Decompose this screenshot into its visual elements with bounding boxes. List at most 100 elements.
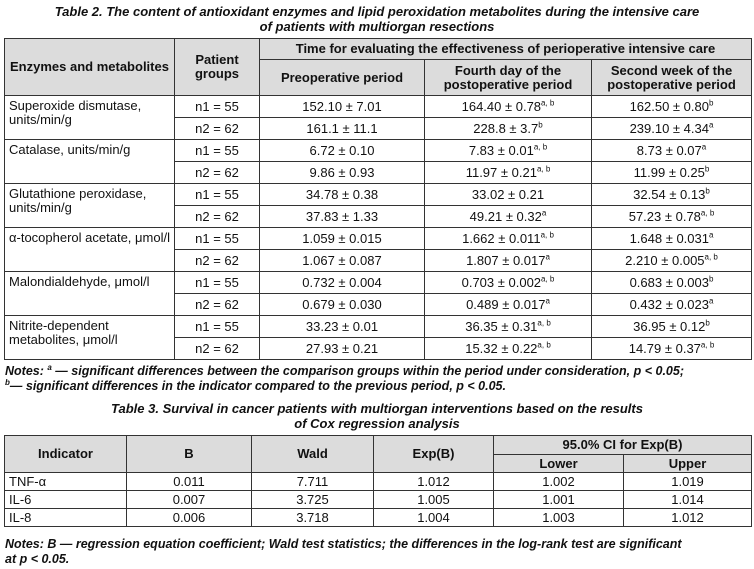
table-row: Superoxide dismutase, units/min/g n1 = 55… — [4, 95, 752, 140]
metabolite-name: α-tocopherol acetate, μmol/l — [4, 227, 175, 272]
wald-value: 3.725 — [251, 490, 374, 509]
preoperative-value: 9.86 ± 0.93 — [259, 161, 425, 184]
patient-group: n2 = 62 — [174, 337, 260, 360]
fourth-day-cell: 15.32 ± 0.22a, b — [424, 337, 592, 360]
preoperative-value: 0.732 ± 0.004 — [259, 271, 425, 294]
second-week-cell: 0.432 ± 0.023a — [591, 293, 752, 316]
note-text-a: — significant differences between the co… — [51, 364, 684, 378]
metabolite-name: Glutathione peroxidase, units/min/g — [4, 183, 175, 228]
second-week-cell: 162.50 ± 0.80b — [591, 95, 752, 118]
preoperative-value: 34.78 ± 0.38 — [259, 183, 425, 206]
fourth-day-value: 1.662 ± 0.011 — [462, 230, 541, 246]
second-week-cell: 32.54 ± 0.13b — [591, 183, 752, 206]
fourth-day-value: 49.21 ± 0.32 — [469, 208, 542, 224]
wald-value: 3.718 — [251, 508, 374, 527]
fourth-day-value: 164.40 ± 0.78 — [461, 98, 542, 114]
preoperative-value: 6.72 ± 0.10 — [259, 139, 425, 162]
second-week-sup: b — [705, 318, 710, 328]
preoperative-value: 33.23 ± 0.01 — [259, 315, 425, 338]
second-week-sup: b — [705, 186, 710, 196]
fourth-day-sup: a, b — [540, 230, 554, 240]
indicator-name: IL-6 — [4, 490, 127, 509]
patient-group: n1 = 55 — [174, 315, 260, 338]
fourth-day-value: 0.703 ± 0.002 — [461, 274, 542, 290]
preoperative-value: 152.10 ± 7.01 — [259, 95, 425, 118]
fourth-day-cell: 228.8 ± 3.7b — [424, 117, 592, 140]
table2-header-fourth-day: Fourth day of the postoperative period — [424, 59, 592, 96]
fourth-day-sup: b — [538, 120, 543, 130]
fourth-day-cell: 1.807 ± 0.017a — [424, 249, 592, 272]
wald-value: 7.711 — [251, 472, 374, 491]
second-week-value: 57.23 ± 0.78 — [628, 208, 701, 224]
expb-value: 1.004 — [373, 508, 494, 527]
table2-notes: Notes: a — significant differences betwe… — [5, 363, 751, 394]
second-week-sup: a — [708, 296, 714, 306]
metabolite-name: Malondialdehyde, μmol/l — [4, 271, 175, 316]
table2-caption-line1: Table 2. The content of antioxidant enzy… — [54, 4, 700, 19]
table2-header-second-week: Second week of the postoperative period — [591, 59, 752, 96]
fourth-day-cell: 164.40 ± 0.78a, b — [424, 95, 592, 118]
fourth-day-sup: a — [541, 208, 547, 218]
second-week-cell: 11.99 ± 0.25b — [591, 161, 752, 184]
second-week-value: 1.648 ± 0.031 — [629, 230, 709, 246]
ci-upper-value: 1.019 — [622, 472, 753, 491]
second-week-sup: b — [708, 98, 714, 108]
ci-upper-value: 1.012 — [622, 508, 753, 527]
table2-caption-line2: of patients with multiorgan resections — [259, 19, 495, 34]
preoperative-value: 27.93 ± 0.21 — [259, 337, 425, 360]
table2-header-groups: Patient groups — [174, 38, 260, 96]
table-row: Catalase, units/min/g n1 = 55 6.72 ± 0.10 7… — [4, 139, 752, 184]
second-week-value: 8.73 ± 0.07 — [636, 142, 702, 158]
patient-group: n2 = 62 — [174, 249, 260, 272]
b-value: 0.007 — [126, 490, 252, 509]
preoperative-value: 1.067 ± 0.087 — [259, 249, 425, 272]
table-row: Nitrite-dependent metabolites, μmol/l n1 … — [4, 315, 752, 360]
table2: Enzymes and metabolites Patient groups T… — [4, 38, 752, 360]
second-week-cell: 239.10 ± 4.34a — [591, 117, 752, 140]
patient-group: n2 = 62 — [174, 205, 260, 228]
preoperative-value: 1.059 ± 0.015 — [259, 227, 425, 250]
fourth-day-value: 36.35 ± 0.31 — [465, 318, 538, 334]
ci-lower-value: 1.001 — [493, 490, 624, 509]
table-row: Glutathione peroxidase, units/min/g n1 = … — [4, 183, 752, 228]
table3-header-wald: Wald — [251, 435, 374, 473]
fourth-day-sup: a — [545, 296, 550, 306]
preoperative-value: 37.83 ± 1.33 — [259, 205, 425, 228]
expb-value: 1.005 — [373, 490, 494, 509]
table3-header-ci: 95.0% CI for Exp(B) — [492, 435, 753, 455]
note-text-b: — significant differences in the indicat… — [9, 379, 506, 393]
table2-header-preoperative: Preoperative period — [259, 59, 425, 96]
second-week-cell: 57.23 ± 0.78a, b — [591, 205, 752, 228]
second-week-cell: 1.648 ± 0.031a — [591, 227, 752, 250]
ci-lower-value: 1.003 — [493, 508, 624, 527]
patient-group: n2 = 62 — [174, 117, 260, 140]
metabolite-name: Catalase, units/min/g — [4, 139, 175, 184]
fourth-day-value: 33.02 ± 0.21 — [471, 186, 545, 202]
fourth-day-value: 7.83 ± 0.01 — [468, 142, 534, 158]
fourth-day-value: 11.97 ± 0.21 — [465, 164, 537, 180]
second-week-value: 162.50 ± 0.80 — [629, 98, 709, 114]
b-value: 0.006 — [126, 508, 252, 527]
fourth-day-sup: a, b — [541, 98, 555, 108]
table3-notes: Notes: B — regression equation coefficie… — [5, 537, 751, 567]
second-week-sup: a, b — [700, 340, 715, 350]
second-week-sup: b — [704, 164, 710, 174]
table-row: IL-8 0.006 3.718 1.004 1.003 1.012 — [4, 508, 753, 527]
table3-header-indicator: Indicator — [4, 435, 127, 473]
table3-header-lower: Lower — [493, 454, 624, 473]
second-week-cell: 36.95 ± 0.12b — [591, 315, 752, 338]
fourth-day-cell: 0.703 ± 0.002a, b — [424, 271, 592, 294]
table3-notes-line2: at p < 0.05. — [5, 552, 70, 566]
table3-caption-line1: Table 3. Survival in cancer patients wit… — [111, 401, 643, 416]
table-row: n2 = 62 9.86 ± 0.93 11.97 ± 0.21a, b 11.99 … — [5, 161, 752, 184]
table3-caption-line2: of Cox regression analysis — [294, 416, 460, 431]
second-week-cell: 2.210 ± 0.005a, b — [591, 249, 752, 272]
table-row: IL-6 0.007 3.725 1.005 1.001 1.014 — [4, 490, 753, 509]
second-week-sup: b — [708, 274, 714, 284]
table2-caption: Table 2. The content of antioxidant enzy… — [0, 4, 754, 34]
second-week-cell: 0.683 ± 0.003b — [591, 271, 752, 294]
fourth-day-cell: 33.02 ± 0.21 — [424, 183, 592, 206]
patient-group: n2 = 62 — [174, 161, 260, 184]
fourth-day-value: 228.8 ± 3.7 — [473, 120, 539, 136]
second-week-value: 32.54 ± 0.13 — [633, 186, 706, 202]
